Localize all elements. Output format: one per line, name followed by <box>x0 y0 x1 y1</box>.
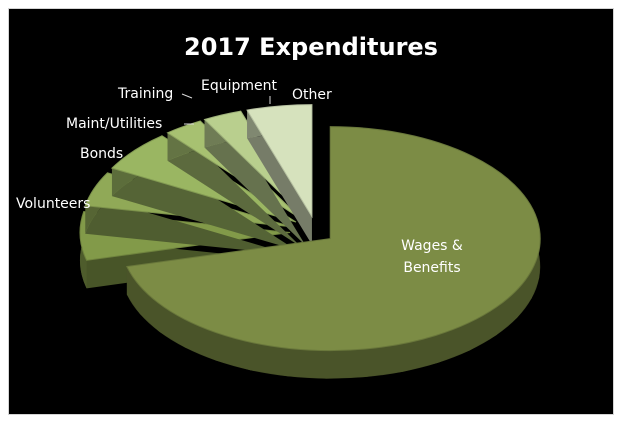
label-line: Wages & <box>401 238 463 254</box>
leader-line-training <box>181 93 193 99</box>
chart-title: 2017 Expenditures <box>184 33 438 61</box>
slice-wages-benefits <box>126 126 541 379</box>
label-equipment: Equipment <box>201 78 278 94</box>
label-maint-utilities: Maint/Utilities <box>66 116 162 132</box>
slice-other <box>246 104 313 245</box>
label-wages-benefits: Wages & Benefits <box>401 238 463 276</box>
slice-top-other <box>246 104 313 219</box>
slice-side-equipment <box>204 139 306 246</box>
slice-side-bonds <box>85 200 292 255</box>
label-training: Training <box>117 86 173 102</box>
label-other: Other <box>292 87 332 103</box>
label-bonds: Bonds <box>80 146 123 162</box>
slice-top-wages-benefits <box>126 126 541 352</box>
slice-side-maint-utilities <box>111 163 296 251</box>
label-line: Benefits <box>403 260 460 276</box>
slice-side-training <box>167 148 302 248</box>
label-volunteers: Volunteers <box>16 196 90 212</box>
